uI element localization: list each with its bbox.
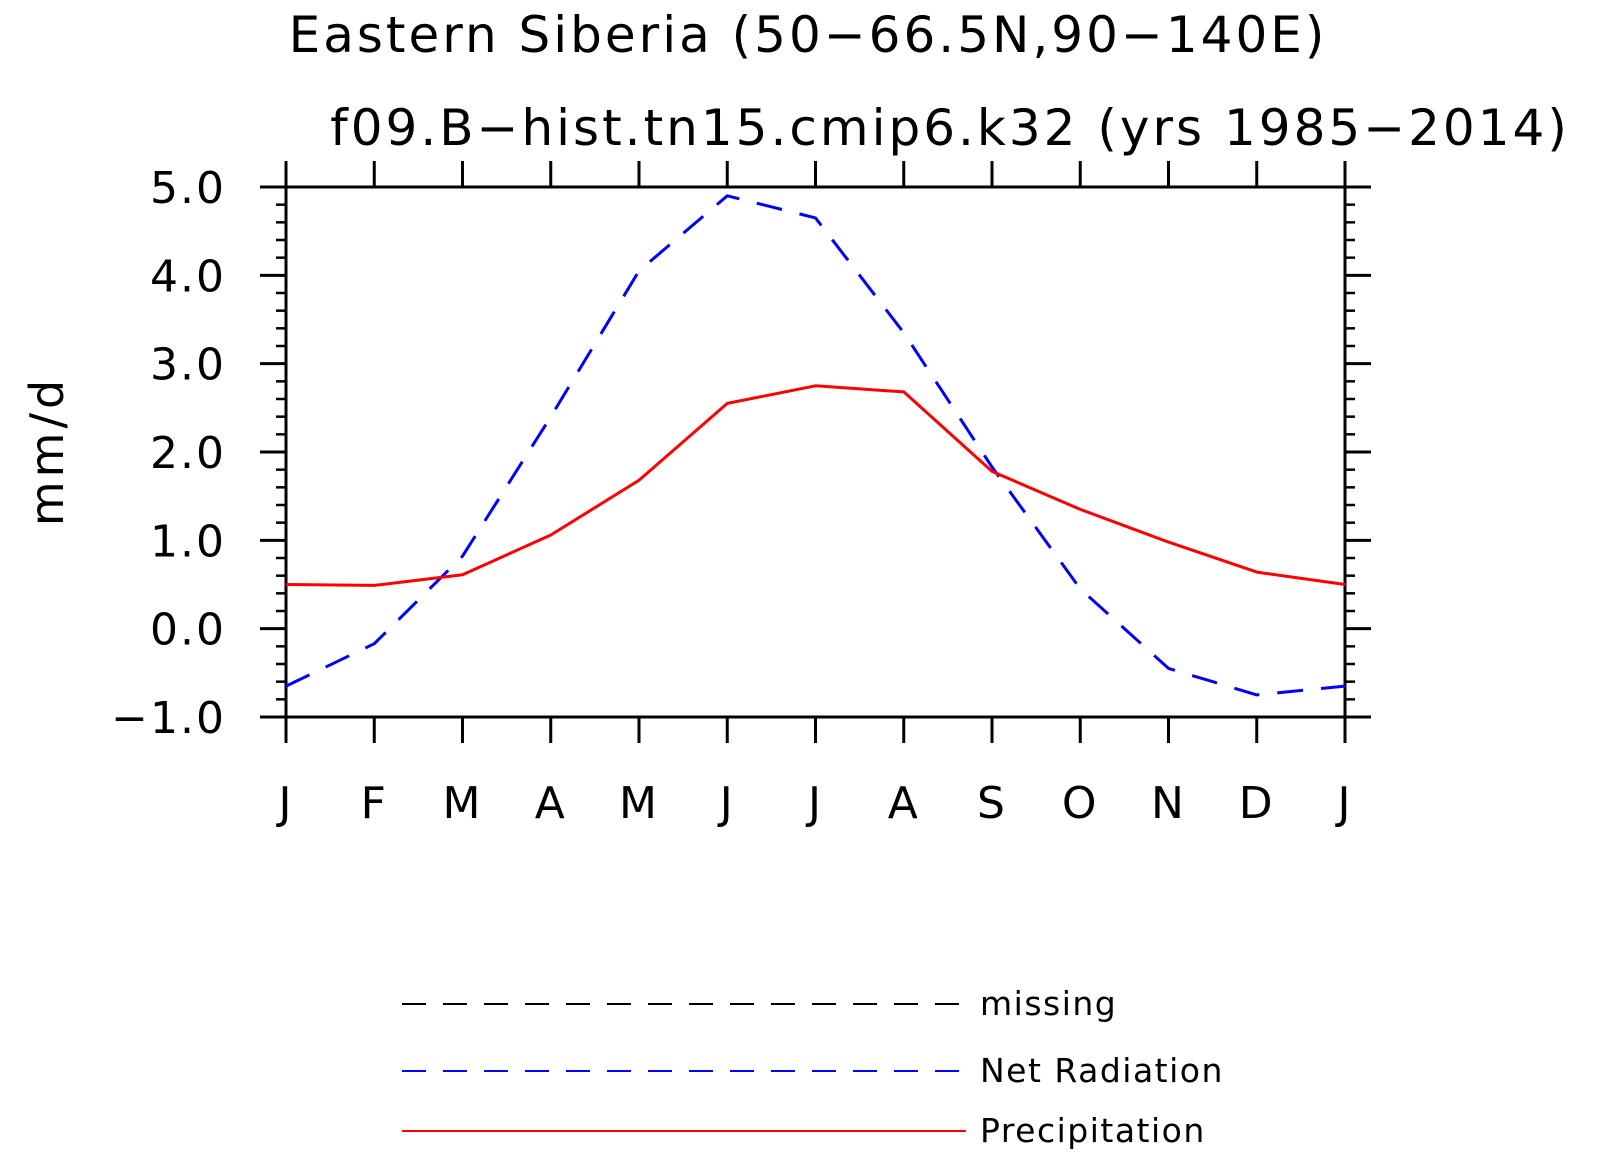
x-tick-label: J <box>1335 778 1353 829</box>
y-tick-labels: −1.0 0.0 1.0 2.0 3.0 4.0 5.0 <box>111 163 226 744</box>
x-tick-label: J <box>276 778 294 829</box>
series-lines <box>285 194 1346 697</box>
legend-label-net-radiation: Net Radiation <box>980 1051 1224 1090</box>
x-tick-label: S <box>977 778 1007 829</box>
x-tick-label: M <box>619 778 659 829</box>
x-tick-label: M <box>443 778 483 829</box>
x-tick-label: A <box>888 778 920 829</box>
y-tick-label: 3.0 <box>150 340 226 391</box>
y-tick-label: 4.0 <box>150 251 226 302</box>
y-tick-label: 0.0 <box>150 605 226 656</box>
x-tick-label: J <box>805 778 823 829</box>
x-tick-label: F <box>361 778 388 829</box>
y-tick-label: 1.0 <box>150 516 226 567</box>
x-tick-label: O <box>1062 778 1099 829</box>
x-tick-label: D <box>1239 778 1275 829</box>
x-tick-label: N <box>1151 778 1186 829</box>
x-tick-label: A <box>535 778 567 829</box>
axis-ticks <box>260 161 1371 743</box>
series-line-precipitation <box>285 384 1346 587</box>
y-tick-label: −1.0 <box>111 693 226 744</box>
chart-subtitle: f09.B−hist.tn15.cmip6.k32 (yrs 1985−2014… <box>330 99 1570 157</box>
x-tick-label: J <box>717 778 735 829</box>
y-tick-label: 2.0 <box>150 428 226 479</box>
legend: missing Net Radiation Precipitation <box>402 984 1224 1150</box>
legend-label-missing: missing <box>980 984 1117 1023</box>
series-line-net-radiation <box>285 194 1346 697</box>
plot-border <box>284 185 1347 719</box>
plot-frame <box>284 185 1347 719</box>
chart-title: Eastern Siberia (50−66.5N,90−140E) <box>289 6 1328 64</box>
y-tick-label: 5.0 <box>150 163 226 214</box>
legend-label-precipitation: Precipitation <box>980 1111 1206 1150</box>
y-axis-title: mm/d <box>20 376 74 526</box>
